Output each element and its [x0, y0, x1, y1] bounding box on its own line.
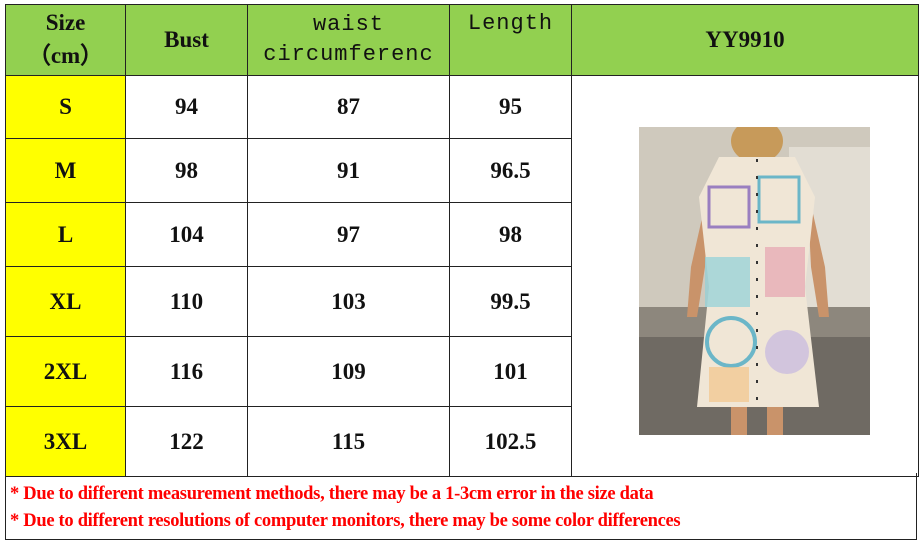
cell-length: 98: [449, 202, 572, 267]
table-row: L 104 97 98: [5, 202, 919, 267]
table-row: M 98 91 96.5: [5, 138, 919, 203]
table-row: 3XL 122 115 102.5: [5, 406, 919, 477]
cell-bust: 94: [125, 75, 248, 139]
cell-waist: 103: [247, 266, 450, 337]
cell-waist: 87: [247, 75, 450, 139]
cell-size: XL: [5, 266, 126, 337]
cell-bust: 98: [125, 138, 248, 203]
cell-bust: 104: [125, 202, 248, 267]
cell-size: 2XL: [5, 336, 126, 407]
note-measurement: * Due to different measurement methods, …: [10, 484, 654, 504]
table-row: XL 110 103 99.5: [5, 266, 919, 337]
cell-length: 99.5: [449, 266, 572, 337]
cell-waist: 109: [247, 336, 450, 407]
cell-waist: 91: [247, 138, 450, 203]
cell-size: M: [5, 138, 126, 203]
cell-waist: 115: [247, 406, 450, 477]
cell-waist: 97: [247, 202, 450, 267]
header-model: YY9910: [571, 4, 919, 76]
header-waist-line1: waist: [312, 12, 384, 37]
cell-size: 3XL: [5, 406, 126, 477]
header-size-label: Size: [45, 10, 86, 35]
cell-length: 95: [449, 75, 572, 139]
cell-length: 96.5: [449, 138, 572, 203]
header-waist-line2: circumferenc: [263, 42, 434, 67]
header-size: Size （cm）: [5, 4, 126, 76]
cell-bust: 122: [125, 406, 248, 477]
header-waist: waist circumferenc: [247, 4, 450, 76]
cell-length: 102.5: [449, 406, 572, 477]
header-bust: Bust: [125, 4, 248, 76]
header-size-unit: （cm）: [27, 43, 104, 68]
note-color: * Due to different resolutions of comput…: [10, 511, 681, 531]
cell-bust: 116: [125, 336, 248, 407]
cell-bust: 110: [125, 266, 248, 337]
notes-box: * Due to different measurement methods, …: [5, 473, 917, 540]
cell-size: L: [5, 202, 126, 267]
cell-size: S: [5, 75, 126, 139]
header-row: Size （cm） Bust waist circumferenc Length Y…: [5, 4, 919, 76]
header-length: Length: [449, 4, 572, 76]
cell-length: 101: [449, 336, 572, 407]
table-row: 2XL 116 109 101: [5, 336, 919, 407]
product-photo: [639, 127, 870, 435]
